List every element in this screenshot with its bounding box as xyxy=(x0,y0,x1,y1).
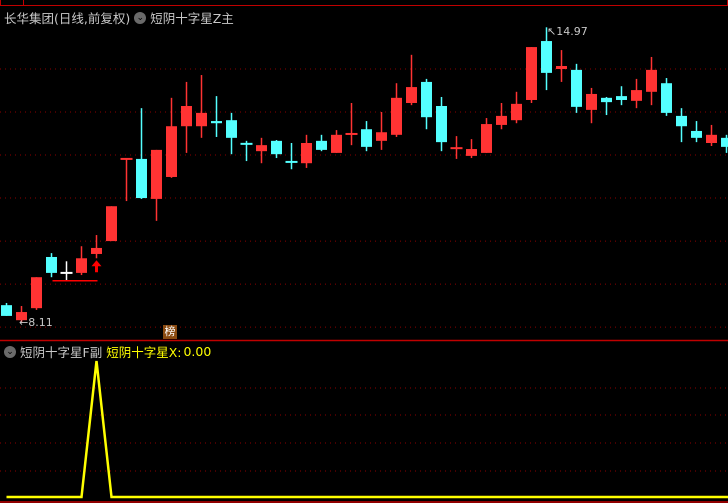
candle-body xyxy=(616,96,627,100)
candle-body xyxy=(421,81,432,118)
up-arrow-icon xyxy=(91,260,102,273)
main-indicator-name[interactable]: 短阴十字星Z主 xyxy=(150,11,234,26)
chevron-down-icon[interactable]: ⌄ xyxy=(4,345,16,358)
candle-body xyxy=(106,206,117,242)
rank-badge[interactable]: 榜 xyxy=(163,325,177,339)
toolbar-menu-box[interactable] xyxy=(1,0,24,5)
candle-body xyxy=(691,130,702,138)
candle-body xyxy=(436,106,447,143)
series-value: 0.00 xyxy=(183,344,212,359)
candle-body xyxy=(301,142,312,164)
candle-body xyxy=(391,97,402,135)
sub-chart-header: ⌄ 短阴十字星F副 短阴十字星X: 0.00 xyxy=(4,342,211,361)
candle-body xyxy=(661,83,672,113)
indicator-line xyxy=(6,360,728,499)
stock-title: 长华集团(日线,前复权) xyxy=(4,11,131,26)
candle-body xyxy=(16,312,27,321)
candle-body xyxy=(646,69,657,92)
candle-body xyxy=(676,115,687,127)
series-label: 短阴十字星X: xyxy=(106,345,182,360)
high-price-label: ↖14.97 xyxy=(547,25,588,38)
candle-body xyxy=(571,69,582,107)
chevron-down-icon[interactable]: ⌄ xyxy=(134,11,147,24)
high-price-value: 14.97 xyxy=(556,25,588,38)
low-arrow-icon: ← xyxy=(19,316,29,329)
low-price-value: 8.11 xyxy=(28,316,53,329)
candle-body xyxy=(271,140,282,155)
candle-body xyxy=(556,66,567,70)
candle-body xyxy=(586,93,597,110)
candle-body xyxy=(466,149,477,156)
candle-body xyxy=(76,258,87,273)
candle-body xyxy=(541,41,552,73)
candle-body xyxy=(511,103,522,121)
candle-body xyxy=(526,47,537,100)
sub-indicator-name[interactable]: 短阴十字星F副 xyxy=(20,345,103,360)
candle-body xyxy=(181,106,192,127)
candle-body xyxy=(406,87,417,103)
candle-body xyxy=(256,145,267,152)
candle-body xyxy=(1,305,12,316)
candle-body xyxy=(706,134,717,143)
candle-body xyxy=(631,90,642,101)
high-arrow-icon: ↖ xyxy=(547,25,557,38)
candle-body xyxy=(136,158,147,199)
main-chart-header: 长华集团(日线,前复权) ⌄ 短阴十字星Z主 xyxy=(4,8,234,27)
candle-body xyxy=(361,129,372,147)
candle-body xyxy=(601,97,612,103)
candle-body xyxy=(151,149,162,199)
candle-body xyxy=(196,112,207,127)
low-price-label: ←8.11 xyxy=(19,316,53,329)
candle-body xyxy=(91,247,102,254)
candle-body xyxy=(46,256,57,273)
candle-body xyxy=(166,126,177,177)
candle-body xyxy=(496,115,507,125)
candle-body xyxy=(31,277,42,309)
candle-body xyxy=(481,124,492,153)
candle-body xyxy=(331,134,342,153)
candle-body xyxy=(211,121,222,124)
candle-body xyxy=(721,137,728,147)
candle-body xyxy=(316,140,327,150)
candle-body xyxy=(226,120,237,138)
candle-body xyxy=(376,132,387,141)
